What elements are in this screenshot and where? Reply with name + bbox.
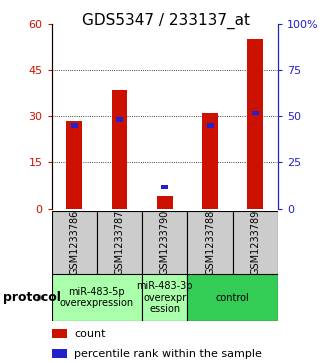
Text: count: count	[74, 329, 106, 339]
Bar	[202, 113, 218, 209]
Bar	[52, 330, 68, 338]
Bar	[71, 123, 78, 128]
Text: GSM1233788: GSM1233788	[205, 210, 215, 275]
Bar	[116, 117, 123, 122]
Bar	[206, 123, 214, 128]
Text: GSM1233786: GSM1233786	[69, 210, 79, 275]
Text: GSM1233790: GSM1233790	[160, 210, 170, 275]
Bar	[52, 350, 68, 358]
Text: protocol: protocol	[3, 291, 61, 304]
Bar	[252, 111, 259, 115]
Text: GSM1233787: GSM1233787	[115, 209, 125, 275]
Text: percentile rank within the sample: percentile rank within the sample	[74, 349, 262, 359]
Text: miR-483-3p
overexpr
ession: miR-483-3p overexpr ession	[137, 281, 193, 314]
Bar	[187, 211, 233, 274]
Bar	[142, 211, 187, 274]
Bar	[247, 39, 263, 209]
Bar	[66, 121, 82, 209]
Text: miR-483-5p
overexpression: miR-483-5p overexpression	[60, 287, 134, 309]
Bar	[112, 90, 128, 209]
Bar	[187, 274, 278, 321]
Bar	[157, 196, 173, 209]
Bar	[233, 211, 278, 274]
Bar	[97, 211, 142, 274]
Bar	[142, 274, 187, 321]
Bar	[161, 185, 168, 189]
Text: GDS5347 / 233137_at: GDS5347 / 233137_at	[83, 13, 250, 29]
Text: GSM1233789: GSM1233789	[250, 210, 260, 275]
Bar	[52, 211, 97, 274]
Bar	[52, 274, 142, 321]
Text: control: control	[216, 293, 250, 303]
